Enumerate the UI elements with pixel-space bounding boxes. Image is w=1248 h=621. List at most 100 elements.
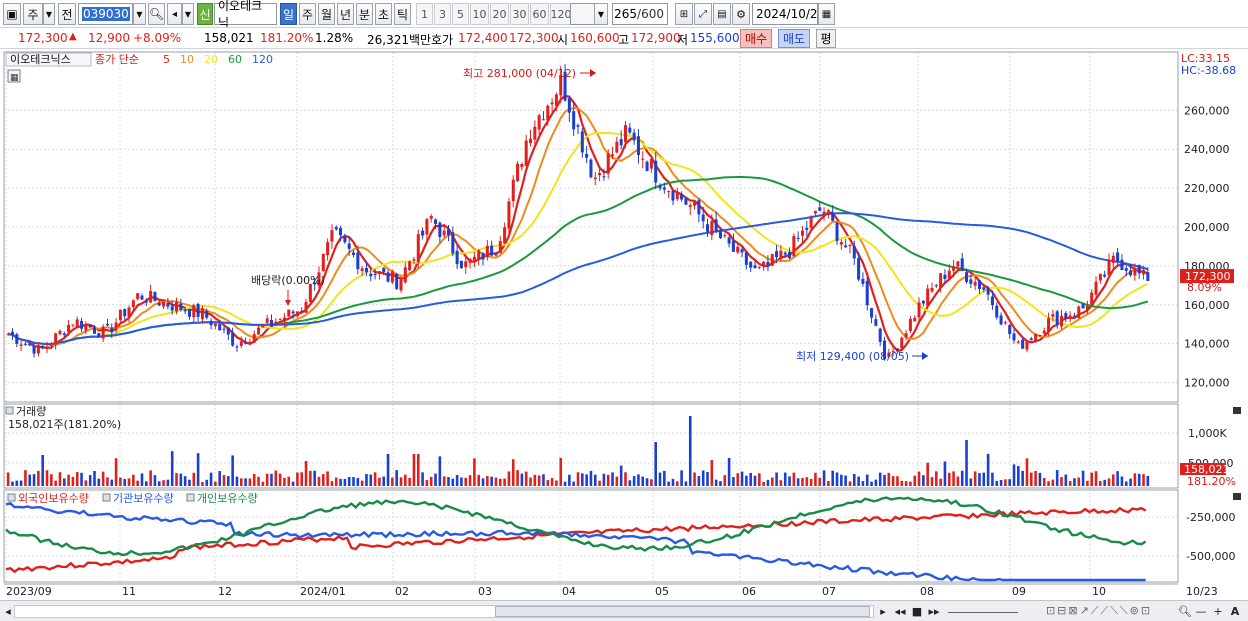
candle-body [749,261,753,268]
x-tick-4: 02 [395,585,409,598]
market-type-select[interactable]: 주 [23,3,43,25]
volume-bar [28,474,32,486]
volume-bar [322,474,325,486]
volume-bar [555,480,558,486]
volume-bar [753,475,757,486]
volume-pct-tag-text: 181.20% [1187,475,1236,488]
draw-tool-icon[interactable]: ⤢ [694,3,712,25]
period-tab-5[interactable]: 초 [375,3,392,25]
candle-body [1142,269,1146,275]
calendar-icon[interactable]: ▦ [818,3,835,25]
interval-button-5[interactable]: 5 [452,3,469,25]
zoom-in-icon[interactable]: + [1213,604,1223,618]
volume-bar [244,478,247,486]
interval-button-3[interactable]: 3 [434,3,451,25]
candle-body [58,330,62,335]
chart-svg[interactable]: 120,000140,000160,000180,000200,000220,0… [0,50,1248,600]
scroll-right-icon[interactable]: ▸ [880,604,886,618]
new-button[interactable]: 신 [197,3,213,25]
candle-body [468,258,472,263]
forward-icon[interactable]: ▸▸ [928,604,940,618]
zoom-search-icon[interactable]: 🔍︎ [1178,604,1192,618]
date-input[interactable]: 2024/10/23 [752,3,825,25]
period-tab-6[interactable]: 틱 [394,3,411,25]
interval-button-60[interactable]: 60 [530,3,549,25]
draw-tools-strip[interactable]: ⊡⊟⊠↗⟋⟋⟍⟍⊚⊡ [1045,604,1153,617]
candle-body [36,345,40,354]
horizontal-scrollbar[interactable] [14,605,874,618]
period-tab-4[interactable]: 분 [356,3,373,25]
candle-body [265,318,269,323]
buy-button[interactable]: 매수 [740,29,772,48]
candle-body [175,302,179,312]
candle-body [1051,314,1055,317]
candle-body [973,281,977,286]
interval-dropdown-icon[interactable]: ▼ [594,3,608,25]
interval-button-120[interactable]: 120 [550,3,572,25]
sell-button[interactable]: 매도 [778,29,810,48]
volume-bar [494,477,498,486]
holdings-panel-close-icon[interactable] [1233,493,1241,500]
font-size-icon[interactable]: A [1230,604,1240,618]
prev-button[interactable]: 전 [58,3,76,25]
sound-dropdown-icon[interactable]: ▼ [182,3,194,25]
candle-body [248,341,252,343]
volume-bar [339,478,342,486]
candle-body [1012,333,1016,341]
stock-code-dropdown-icon[interactable]: ▼ [133,3,146,25]
holdings-legend-box-1[interactable] [102,493,111,502]
scroll-left-icon[interactable]: ◂ [5,604,11,618]
holdings-legend-box-0[interactable] [7,493,16,502]
volume-bar [1142,474,1145,486]
market-dropdown-icon[interactable]: ▼ [43,3,55,25]
volume-bar [624,472,627,486]
period-tab-3[interactable]: 년 [337,3,354,25]
volume-bar [922,475,925,486]
stop-icon[interactable]: ■ [911,604,923,618]
legend-ma-10[interactable]: 10 [180,53,194,66]
gear-icon[interactable]: ⚙ [732,3,750,25]
rewind-icon[interactable]: ◂◂ [894,604,906,618]
zoom-slider[interactable] [948,603,1018,613]
sound-icon[interactable]: ◂ [167,3,182,25]
indicator-icon[interactable]: ⊞ [675,3,693,25]
period-tab-1[interactable]: 주 [299,3,316,25]
volume-panel-close-icon[interactable] [1233,407,1241,414]
interval-button-20[interactable]: 20 [490,3,509,25]
candle-body [1146,272,1150,281]
stock-code-input[interactable]: 039030 [78,3,133,25]
candle-body [813,210,817,214]
interval-button-30[interactable]: 30 [510,3,529,25]
volume-bar [114,458,118,486]
volume-bar [313,470,316,486]
search-icon[interactable]: 🔍︎ [148,3,165,25]
candle-body [705,224,710,232]
interval-button-1[interactable]: 1 [416,3,433,25]
calculator-icon[interactable] [7,69,21,83]
chart-area[interactable]: 120,000 140,000 160,000 180,000 200,000 220,0… [0,50,1248,621]
save-icon[interactable]: ▤ [713,3,731,25]
candle-body [930,288,934,292]
legend-ma-120[interactable]: 120 [252,53,273,66]
candle-body [75,319,79,327]
period-tab-2[interactable]: 월 [318,3,335,25]
window-menu-icon[interactable]: ▣ [3,3,21,25]
period-tab-0[interactable]: 일 [280,3,297,25]
legend-ma-20[interactable]: 20 [204,53,218,66]
count-field[interactable]: 265/600 [612,3,668,25]
candle-body [28,343,32,346]
zoom-out-icon[interactable]: — [1195,604,1207,618]
eval-button[interactable]: 평 [816,29,836,48]
volume-panel-icon[interactable] [5,406,14,415]
stock-name-field[interactable]: 이오테크닉 [214,0,277,30]
holdings-legend: 외국인보유수량 기관보유수량 개인보유수량 [7,492,258,505]
legend-ma-5[interactable]: 5 [163,53,170,66]
scrollbar-thumb[interactable] [495,606,870,617]
legend-ma-60[interactable]: 60 [228,53,242,66]
holdings-legend-box-2[interactable] [186,493,195,502]
interval-button-10[interactable]: 10 [470,3,489,25]
stock-name-box[interactable] [5,52,92,67]
calculator-glyph: ▦ [10,73,19,83]
candle-body [805,227,809,230]
